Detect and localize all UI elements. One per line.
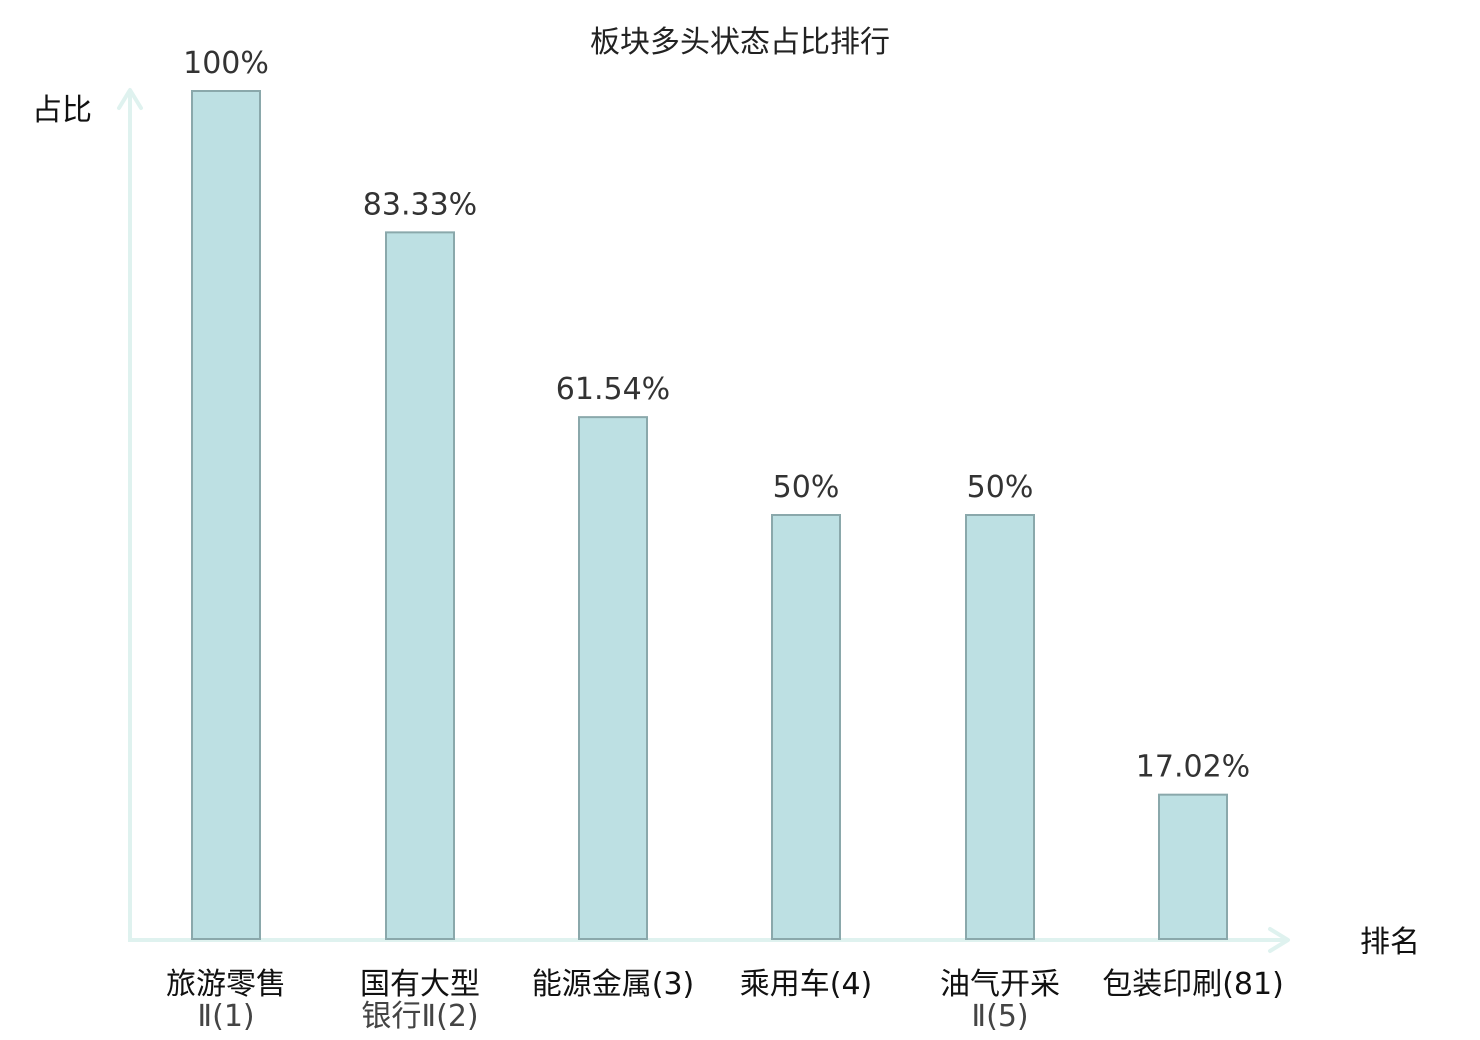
data-label: 83.33% — [363, 187, 477, 222]
category-label-line2: Ⅱ(5) — [971, 999, 1028, 1034]
bar — [385, 231, 455, 941]
category-label: 旅游零售 — [166, 967, 286, 1002]
data-label: 17.02% — [1136, 750, 1250, 785]
y-axis-label: 占比 — [32, 93, 92, 128]
category-label: 能源金属(3) — [532, 967, 695, 1002]
data-label: 50% — [773, 470, 840, 505]
category-label: 包装印刷(81) — [1102, 967, 1284, 1002]
data-label: 61.54% — [556, 372, 670, 407]
bar — [578, 416, 648, 940]
data-label: 100% — [183, 46, 269, 81]
category-label: 乘用车(4) — [740, 967, 873, 1002]
bar — [191, 90, 261, 940]
axes — [117, 88, 1290, 953]
category-label: 油气开采 — [940, 967, 1060, 1002]
data-label: 50% — [967, 470, 1034, 505]
x-axis-label: 排名 — [1360, 925, 1420, 960]
category-label: 国有大型 — [360, 967, 480, 1002]
y-axis-arrow — [117, 88, 143, 110]
category-label-line2: Ⅱ(1) — [197, 999, 254, 1034]
chart-title: 板块多头状态占比排行 — [590, 25, 890, 60]
category-label-line2: 银行Ⅱ(2) — [361, 999, 478, 1034]
bar — [771, 514, 841, 940]
x-axis-arrow — [1268, 927, 1290, 953]
bar — [965, 514, 1035, 940]
bar — [1158, 793, 1228, 941]
bars-group — [191, 90, 1228, 941]
value-labels-group: 100% 83.33% 61.54% 50% 50% 17.02% — [183, 46, 1250, 785]
